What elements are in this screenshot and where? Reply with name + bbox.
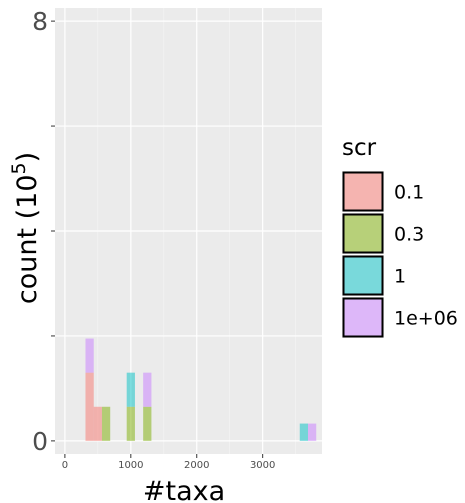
y-tick-label: 8 bbox=[32, 7, 48, 36]
y-axis-title: count (105) bbox=[8, 152, 43, 304]
histogram-bar-1 bbox=[126, 372, 135, 407]
legend: scr 0.1 0.3 1 1e+06 bbox=[342, 135, 458, 338]
x-tick-label: 2000 bbox=[184, 460, 209, 471]
histogram-bar-0-1 bbox=[93, 406, 102, 441]
x-tick-label: 3000 bbox=[250, 460, 275, 471]
y-axis-title-prefix: count (10 bbox=[12, 174, 43, 304]
histogram-bar-1e-06 bbox=[85, 338, 94, 373]
legend-item-label: 0.1 bbox=[394, 182, 424, 204]
histogram-bars bbox=[85, 338, 317, 441]
legend-item-label: 1e+06 bbox=[394, 308, 458, 330]
legend-item-label: 0.3 bbox=[394, 224, 424, 246]
x-tick-label: 1000 bbox=[118, 460, 143, 471]
legend-title: scr bbox=[342, 135, 377, 161]
legend-key-swatch bbox=[342, 171, 384, 212]
histogram-bar-0-3 bbox=[143, 406, 152, 441]
histogram-bar-0-3 bbox=[126, 406, 135, 441]
y-axis-title-suffix: ) bbox=[12, 152, 43, 163]
legend-key-swatch bbox=[342, 297, 384, 338]
legend-key-swatch bbox=[342, 255, 384, 296]
grid-lines bbox=[55, 8, 322, 454]
histogram-bar-0-1 bbox=[85, 372, 94, 441]
y-tick-label: 0 bbox=[32, 427, 48, 456]
legend-item-label: 1 bbox=[394, 266, 406, 288]
legend-key-swatch bbox=[342, 213, 384, 254]
axes: 0 8 0 1000 2000 3000 bbox=[32, 7, 275, 471]
histogram-bar-1 bbox=[299, 423, 308, 441]
x-tick-label: 0 bbox=[62, 460, 68, 471]
histogram-bar-0-3 bbox=[101, 406, 111, 441]
x-axis-title: #taxa bbox=[143, 476, 225, 503]
histogram-bar-1e-06 bbox=[307, 423, 317, 441]
y-axis-title-exponent: 5 bbox=[8, 162, 30, 174]
histogram-bar-1e-06 bbox=[143, 372, 152, 407]
